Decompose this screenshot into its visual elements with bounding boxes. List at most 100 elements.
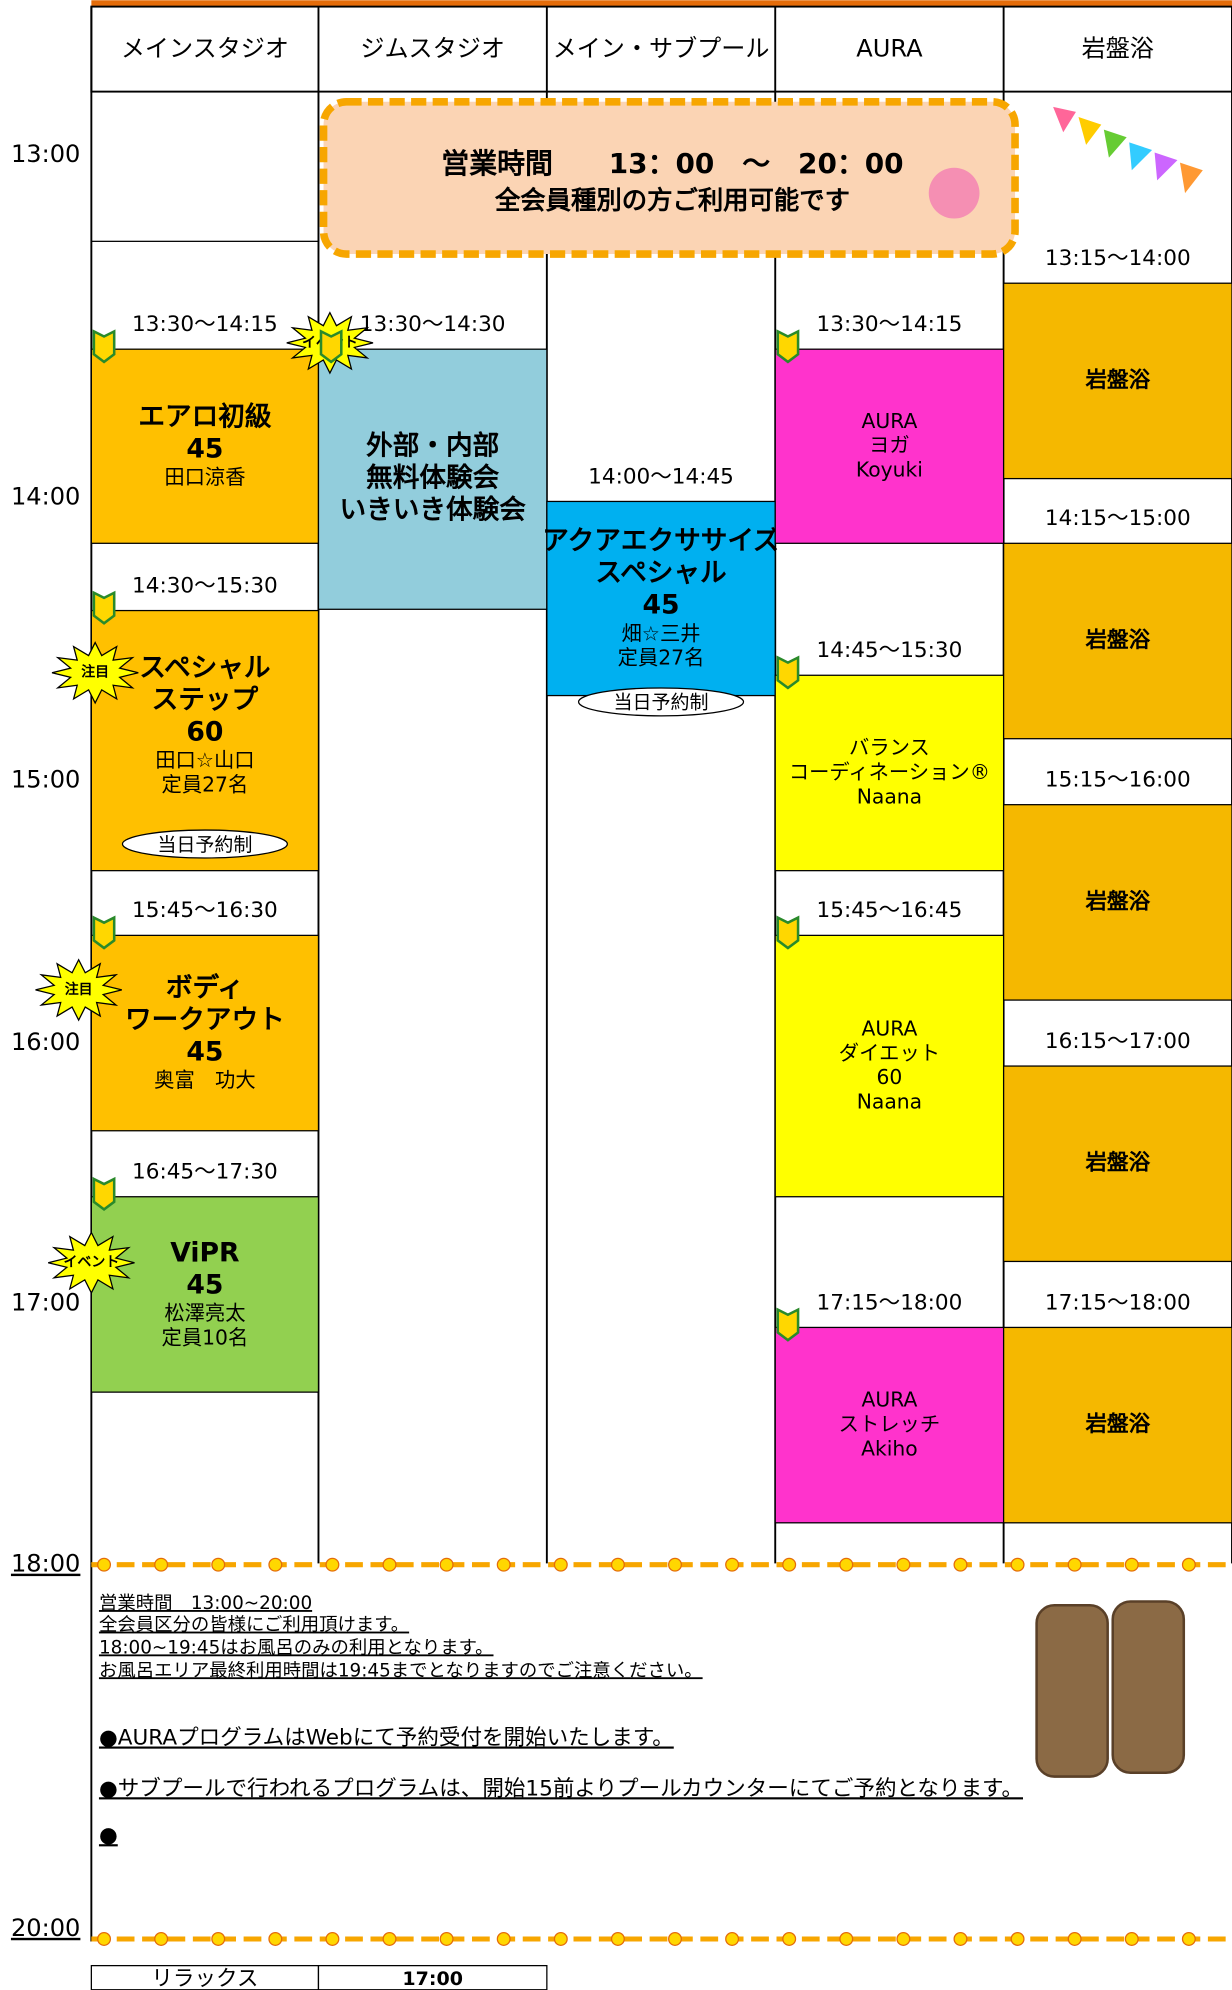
beginner-mark: [92, 590, 116, 625]
event-line: Naana: [857, 784, 922, 808]
header-row: [90, 5, 1232, 93]
beginner-mark: [92, 329, 116, 364]
bunting: [1053, 106, 1203, 194]
event-time: 14:15～15:00: [1045, 506, 1191, 531]
event-line: 岩盤浴: [1084, 1411, 1150, 1437]
event-box: [1002, 1065, 1232, 1263]
event-line: AURA: [861, 409, 917, 433]
event-line: ステップ: [152, 685, 259, 716]
event-line: AURA: [861, 1017, 917, 1041]
flower: [211, 1557, 226, 1572]
tiki: [1111, 1600, 1186, 1775]
event-line: 定員27名: [162, 773, 249, 797]
event-line: AURA: [861, 1388, 917, 1412]
event-line: エアロ初級: [138, 402, 271, 433]
event-line: 60: [877, 1065, 903, 1089]
column-header: ジムスタジオ: [360, 35, 505, 63]
badge-burst: [48, 1231, 135, 1295]
event-line: 無料体験会: [366, 463, 499, 494]
footer-note: ●AURAプログラムはWebにて予約受付を開始いたします。: [99, 1726, 674, 1751]
event-time: 13:30～14:30: [360, 312, 506, 337]
event-box: [546, 500, 776, 697]
flower: [610, 1932, 625, 1946]
event-line: ボディ: [166, 972, 244, 1003]
time-label: 18:00: [11, 1550, 80, 1578]
flower: [325, 1932, 340, 1946]
flower: [896, 1557, 911, 1572]
flower: [553, 1557, 568, 1572]
main-empty-cell: [90, 90, 320, 242]
time-label: 16:00: [11, 1028, 80, 1056]
event-line: コーディネーション®: [789, 760, 990, 784]
beginner-mark: [776, 655, 800, 690]
note-pill: [121, 829, 289, 859]
column-header: AURA: [856, 35, 923, 63]
event-box: [774, 934, 1005, 1198]
event-line: 岩盤浴: [1084, 367, 1150, 393]
column-header: メイン・サブプール: [553, 35, 770, 63]
event-line: 奥富 功大: [154, 1068, 255, 1092]
flower: [839, 1557, 854, 1572]
event-box: [1002, 282, 1232, 480]
event-box: [1002, 1326, 1232, 1524]
notice-box: [319, 97, 1019, 258]
flower: [439, 1932, 454, 1946]
event-time: 17:15～18:00: [1045, 1290, 1191, 1315]
beginner-mark: [92, 915, 116, 950]
event-box: [774, 1326, 1005, 1524]
event-badge: 注目: [65, 981, 93, 998]
footer-note: 全会員区分の皆様にご利用頂けます。: [99, 1615, 409, 1636]
event-time: 14:00～14:45: [588, 464, 734, 489]
table-text: 17:00: [402, 1968, 463, 1990]
event-line: 松澤亮太: [164, 1301, 245, 1325]
event-line: Koyuki: [856, 458, 923, 482]
flower: [496, 1932, 511, 1946]
flower: [839, 1932, 854, 1946]
footer-note: ●サブプールで行われるプログラムは、開始15前よりプールカウンターにてご予約とな…: [99, 1776, 1023, 1801]
event-line: ストレッチ: [839, 1412, 940, 1436]
event-box: [90, 1196, 320, 1393]
footer-note: ●: [99, 1823, 118, 1848]
event-badge: イベント: [63, 1255, 119, 1271]
event-line: 岩盤浴: [1084, 627, 1150, 653]
event-line: ダイエット: [839, 1041, 940, 1065]
tiki: [1035, 1604, 1109, 1778]
event-box: [317, 348, 548, 610]
event-line: ワークアウト: [125, 1004, 285, 1035]
flower: [725, 1932, 740, 1946]
event-line: バランス: [849, 736, 930, 760]
event-box: [774, 674, 1005, 872]
time-label: 17:00: [11, 1288, 80, 1316]
flower: [782, 1932, 797, 1946]
event-line: 45: [186, 1270, 223, 1301]
time-label: 14:00: [11, 483, 80, 511]
event-badge: 注目: [81, 664, 109, 681]
flower: [382, 1932, 397, 1946]
flower: [610, 1557, 625, 1572]
flower: [325, 1557, 340, 1572]
column-header: 岩盤浴: [1082, 35, 1154, 63]
flower: [1010, 1932, 1025, 1946]
event-line: アクアエクササイズ: [542, 526, 780, 557]
flower: [1181, 1932, 1196, 1946]
beginner-mark: [776, 915, 800, 950]
event-time: 13:30～14:15: [132, 312, 278, 337]
event-line: いきいき体験会: [339, 495, 526, 526]
event-line: 畑☆三井: [621, 621, 700, 645]
flower: [553, 1932, 568, 1946]
flower: [97, 1932, 112, 1946]
event-line: 定員27名: [618, 646, 705, 670]
flower: [1124, 1557, 1139, 1572]
flower: [154, 1557, 169, 1572]
flower: [1181, 1557, 1196, 1572]
event-line: スペシャル: [595, 558, 726, 589]
note-pill: [577, 687, 745, 717]
time-label: 15:00: [11, 766, 80, 794]
event-line: 岩盤浴: [1084, 888, 1150, 914]
event-line: 45: [186, 434, 223, 465]
event-line: 45: [186, 1036, 223, 1067]
flower: [268, 1557, 283, 1572]
event-time: 15:45～16:30: [132, 898, 278, 923]
event-time: 16:45～17:30: [132, 1160, 278, 1185]
